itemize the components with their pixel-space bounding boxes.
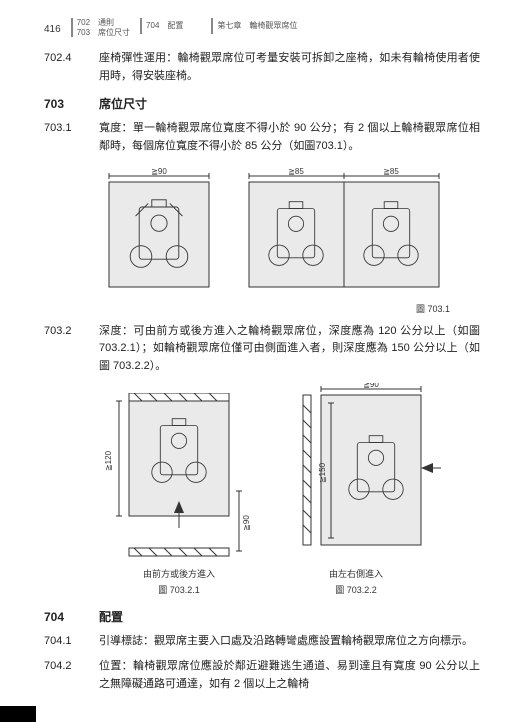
thumb-tab — [0, 706, 36, 722]
section-number: 703 — [44, 95, 99, 114]
figure-703-2-2-svg: ≧90 ≧150 — [271, 383, 441, 558]
header-chapter: 第七章 輪椅觀眾席位 — [211, 18, 297, 34]
figure-703-2-row: ≧120 ≧90 — [99, 383, 480, 597]
dim-label: ≧90 — [242, 515, 251, 531]
dim-label: ≧90 — [363, 383, 379, 389]
clause-text: 位置：輪椅觀眾席位應設於鄰近避難逃生通道、易到達且有寬度 90 公分以上之無障礙… — [99, 658, 480, 693]
dim-label: ≧90 — [151, 167, 167, 176]
clause-text: 寬度：單一輪椅觀眾席位寬度不得小於 90 公分；有 2 個以上輪椅觀眾席位相鄰時… — [99, 120, 480, 155]
header-col-1: 702 通則 703 席位尺寸 — [71, 18, 130, 37]
clause-number: 702.4 — [44, 50, 99, 85]
clause-number: 704.2 — [44, 658, 99, 693]
clause-number: 703.2 — [44, 323, 99, 376]
section-704: 704 配置 — [44, 608, 480, 627]
clause-text: 深度：可由前方或後方進入之輪椅觀眾席位，深度應為 120 公分以上（如圖703.… — [99, 323, 480, 376]
dim-label: ≧85 — [383, 167, 399, 176]
figure-caption: 圖 703.1 — [99, 302, 480, 316]
figure-703-1: ≧90 ≧85 ≧85 — [99, 164, 480, 317]
clause-number: 704.1 — [44, 633, 99, 651]
figure-703-2-2: ≧90 ≧150 — [271, 383, 441, 597]
clause-text: 引導標誌：觀眾席主要入口處及沿路轉彎處應設置輪椅觀眾席位之方向標示。 — [99, 633, 480, 651]
section-title: 席位尺寸 — [99, 95, 147, 114]
figure-caption: 圖 703.2.2 — [271, 583, 441, 597]
figure-subcaption: 由前方或後方進入 — [99, 567, 259, 581]
clause-703-2: 703.2 深度：可由前方或後方進入之輪椅觀眾席位，深度應為 120 公分以上（… — [44, 323, 480, 376]
figure-703-2-1: ≧120 ≧90 — [99, 393, 259, 597]
clause-text: 座椅彈性運用：輪椅觀眾席位可考量安裝可拆卸之座椅，如未有輪椅使用者使用時，得安裝… — [99, 50, 480, 85]
clause-703-1: 703.1 寬度：單一輪椅觀眾席位寬度不得小於 90 公分；有 2 個以上輪椅觀… — [44, 120, 480, 155]
section-number: 704 — [44, 608, 99, 627]
figure-703-2-1-svg: ≧120 ≧90 — [99, 393, 259, 558]
dim-label: ≧120 — [104, 451, 113, 472]
running-header: 416 702 通則 703 席位尺寸 704 配置 第七章 輪椅觀眾席位 — [44, 18, 480, 38]
section-703: 703 席位尺寸 — [44, 95, 480, 114]
clause-704-2: 704.2 位置：輪椅觀眾席位應設於鄰近避難逃生通道、易到達且有寬度 90 公分… — [44, 658, 480, 693]
figure-703-1-svg: ≧90 ≧85 ≧85 — [99, 164, 459, 294]
figure-caption: 圖 703.2.1 — [99, 583, 259, 597]
clause-702-4: 702.4 座椅彈性運用：輪椅觀眾席位可考量安裝可拆卸之座椅，如未有輪椅使用者使… — [44, 50, 480, 85]
clause-number: 703.1 — [44, 120, 99, 155]
figure-subcaption: 由左右側進入 — [271, 567, 441, 581]
dim-label: ≧150 — [318, 463, 327, 484]
page-number: 416 — [44, 18, 61, 38]
dim-label: ≧85 — [288, 167, 304, 176]
clause-704-1: 704.1 引導標誌：觀眾席主要入口處及沿路轉彎處應設置輪椅觀眾席位之方向標示。 — [44, 633, 480, 651]
section-title: 配置 — [99, 608, 123, 627]
header-col-2: 704 配置 — [140, 18, 183, 34]
